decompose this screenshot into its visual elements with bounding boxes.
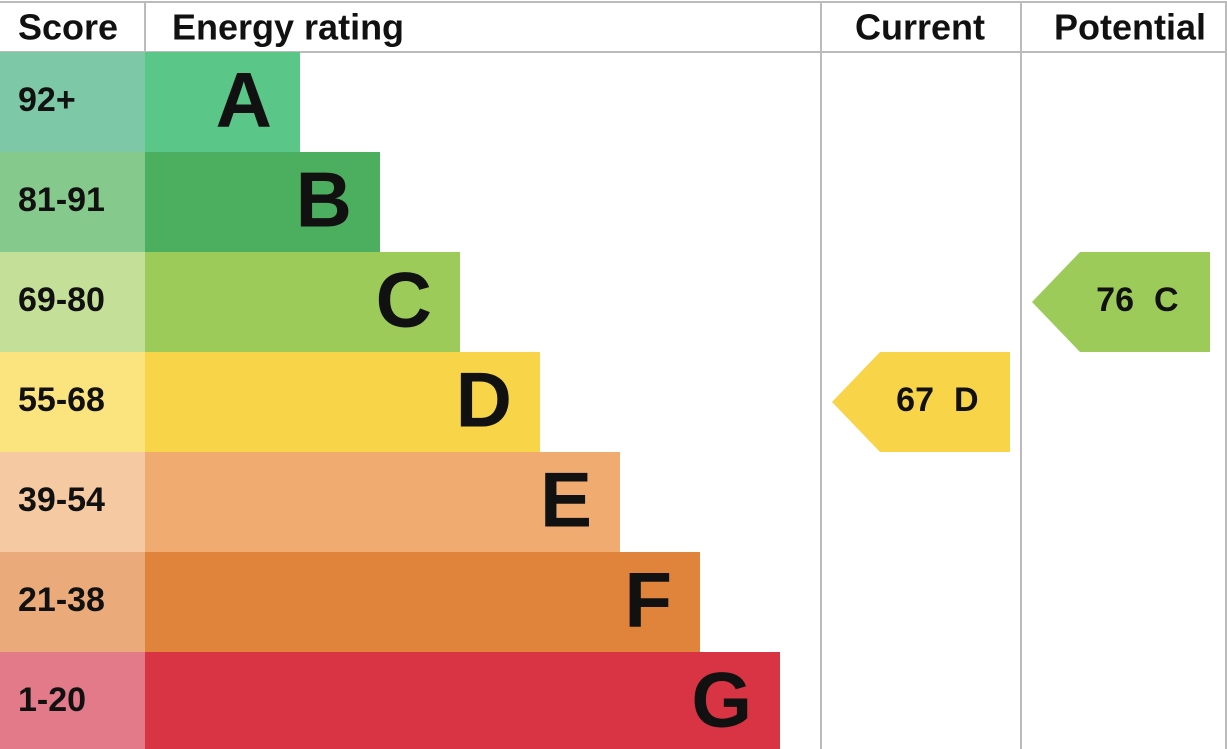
score-cell: [0, 452, 145, 552]
score-label: 1-20: [18, 681, 86, 719]
header-potential: Potential: [1054, 7, 1206, 48]
score-label: 21-38: [18, 581, 105, 619]
header-rating: Energy rating: [172, 7, 404, 48]
rating-bar: [145, 652, 780, 749]
rating-letter: A: [216, 56, 272, 144]
score-cell: [0, 52, 145, 152]
bands: 92+ A 81-91 B 69-80 C 55-68 D 39-54 E 21-38 F 1-20 G: [0, 52, 780, 749]
rating-letter: D: [456, 356, 512, 444]
score-cell: [0, 152, 145, 252]
rating-bar: [145, 152, 380, 252]
score-label: 69-80: [18, 281, 105, 319]
current-arrow: [832, 352, 1010, 452]
rating-bar: [145, 252, 460, 352]
potential-arrow: [1032, 252, 1210, 352]
rating-bar: [145, 452, 620, 552]
score-label: 55-68: [18, 381, 105, 419]
score-label: 92+: [18, 81, 76, 119]
potential-letter: C: [1154, 281, 1179, 319]
header-current: Current: [855, 7, 985, 48]
rating-letter: C: [376, 256, 432, 344]
score-cell: [0, 252, 145, 352]
score-label: 81-91: [18, 181, 105, 219]
score-cell: [0, 552, 145, 652]
rating-bar: [145, 352, 540, 452]
header-score: Score: [18, 7, 118, 48]
score-label: 39-54: [18, 481, 105, 519]
current-value: 67: [896, 381, 934, 419]
rating-letter: B: [296, 156, 352, 244]
score-cell: [0, 652, 145, 749]
rating-letter: G: [691, 656, 752, 744]
rating-letter: F: [624, 556, 672, 644]
rating-letter: E: [540, 456, 592, 544]
rating-bar: [145, 552, 700, 652]
score-cell: [0, 352, 145, 452]
current-letter: D: [954, 381, 979, 419]
rating-bar: [145, 52, 300, 152]
potential-value: 76: [1096, 281, 1134, 319]
